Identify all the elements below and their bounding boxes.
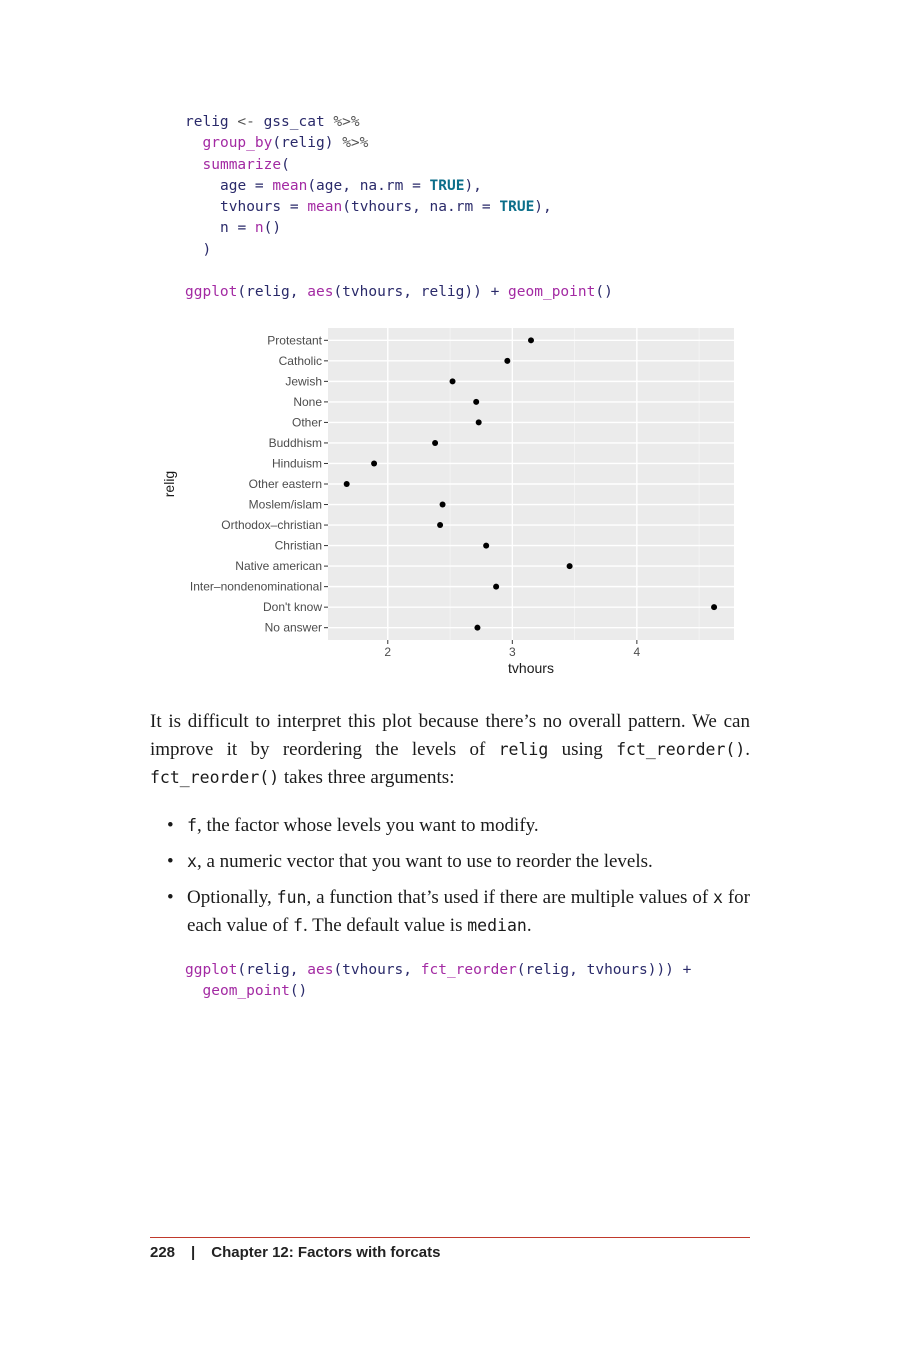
gridlines: [328, 328, 734, 640]
code-line: ggplot(relig, aes(tvhours, relig)) + geo…: [185, 284, 613, 301]
data-point: [474, 624, 481, 631]
data-point: [473, 398, 480, 405]
y-tick-label: Don't know: [263, 600, 322, 614]
page-number: 228: [150, 1244, 176, 1261]
bullet-icon: •: [167, 887, 174, 908]
argument-list: • f, the factor whose levels you want to …: [150, 812, 750, 948]
y-tick-label: Moslem/islam: [249, 498, 322, 512]
body-paragraph: It is difficult to interpret this plot b…: [150, 711, 750, 788]
list-item: • Optionally, fun, a function that’s used…: [150, 884, 750, 940]
code-line: ggplot(relig, aes(tvhours, fct_reorder(r…: [185, 962, 692, 978]
code-line-blank: [185, 261, 613, 282]
code-line: relig <- gss_cat %>%: [185, 114, 360, 130]
data-point: [483, 542, 490, 549]
page-footer: 228 | Chapter 12: Factors with forcats: [150, 1244, 440, 1261]
code-line: age = mean(age, na.rm = TRUE),: [220, 177, 482, 194]
y-tick-label: Other eastern: [249, 477, 322, 491]
y-tick-label: Native american: [235, 559, 322, 573]
data-points: [343, 337, 718, 631]
y-tick-label: Orthodox–christian: [221, 518, 322, 532]
y-tick-label: Protestant: [267, 333, 322, 347]
x-axis-title: tvhours: [508, 660, 554, 676]
y-tick-label: Jewish: [285, 374, 322, 388]
code-line: ): [202, 241, 212, 258]
y-tick-label: Other: [292, 415, 322, 429]
data-point: [449, 378, 456, 385]
list-item: • f, the factor whose levels you want to …: [150, 812, 750, 840]
data-point: [493, 583, 500, 590]
y-axis: Protestant Catholic Jewish None Other Buddhis…: [190, 333, 328, 635]
data-point: [371, 460, 378, 467]
data-point: [432, 439, 439, 446]
y-tick-label: Buddhism: [269, 436, 322, 450]
x-axis: 2 3 4: [384, 640, 641, 659]
x-tick-label: 2: [384, 645, 391, 659]
data-point: [437, 522, 444, 529]
code-block-reorder: ggplot(relig, aes(tvhours, fct_reorder(r…: [185, 960, 691, 1003]
list-item: • x, a numeric vector that you want to us…: [150, 848, 750, 876]
footer-rule: [150, 1237, 750, 1238]
y-tick-label: None: [293, 395, 322, 409]
data-point: [528, 337, 534, 344]
y-tick-label: Hinduism: [272, 456, 322, 470]
data-point: [504, 357, 511, 364]
chapter-title: Chapter 12: Factors with forcats: [211, 1244, 441, 1261]
code-block-summarize: relig <- gss_cat %>% group_by(relig) %>% s…: [185, 112, 613, 304]
code-line: summarize(: [202, 156, 290, 173]
data-point: [711, 604, 718, 611]
y-tick-label: Christian: [275, 539, 322, 553]
data-point: [566, 563, 573, 570]
y-axis-title: relig: [161, 471, 177, 497]
bullet-icon: •: [167, 815, 174, 836]
x-tick-label: 3: [509, 645, 516, 659]
data-point: [343, 481, 350, 487]
footer-separator: |: [191, 1244, 196, 1261]
code-line: tvhours = mean(tvhours, na.rm = TRUE),: [220, 199, 552, 216]
data-point: [475, 419, 482, 426]
y-tick-label: Catholic: [279, 354, 322, 368]
y-tick-label: Inter–nondenominational: [190, 580, 322, 594]
code-line: group_by(relig) %>%: [202, 135, 369, 152]
data-point: [439, 501, 446, 508]
dot-plot-tvhours-by-religion: Protestant Catholic Jewish None Other Buddhis…: [161, 328, 734, 676]
bullet-icon: •: [167, 851, 174, 872]
code-line: n = n(): [220, 220, 282, 237]
code-line: geom_point(): [202, 983, 308, 1000]
y-tick-label: No answer: [265, 621, 322, 635]
x-tick-label: 4: [634, 645, 641, 659]
